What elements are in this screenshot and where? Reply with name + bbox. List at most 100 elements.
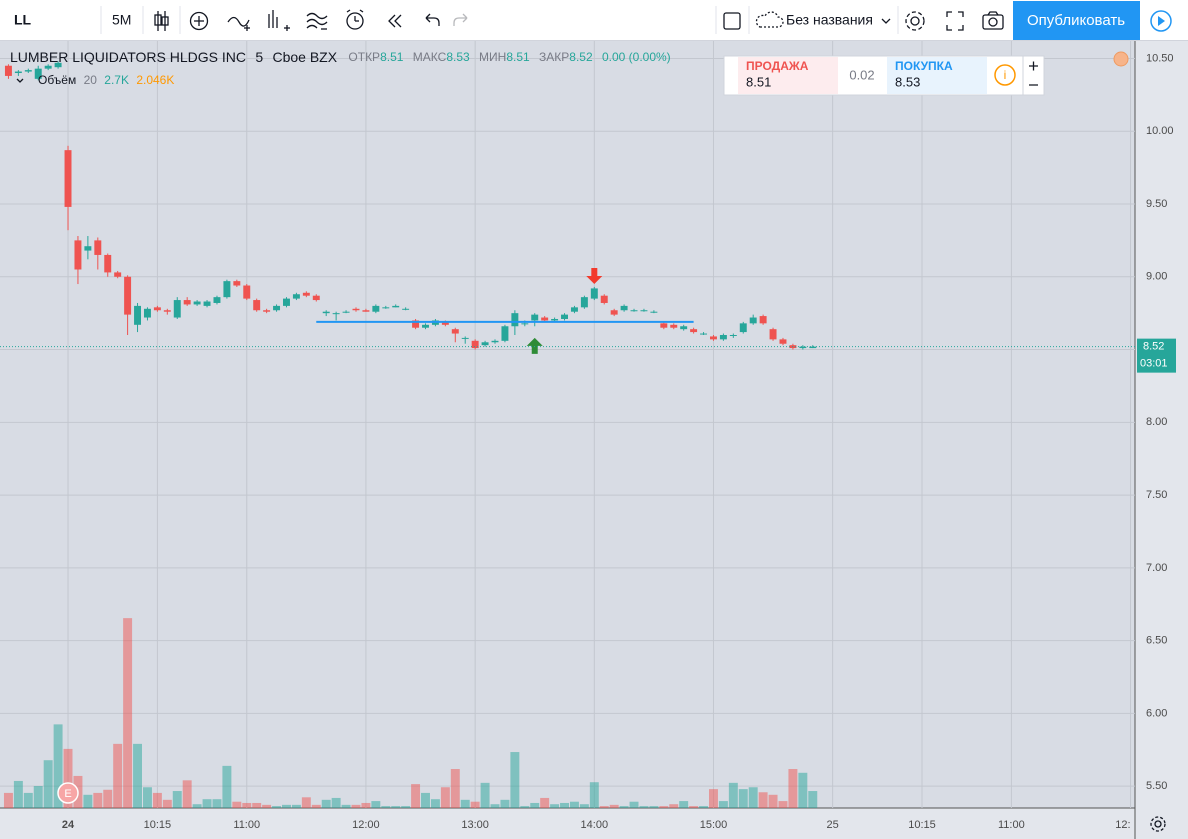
- interval-button[interactable]: 5М: [112, 12, 131, 28]
- earnings-marker[interactable]: [57, 782, 79, 804]
- layout-button[interactable]: [723, 12, 741, 30]
- candle-body: [481, 342, 489, 346]
- candle-body: [561, 314, 568, 319]
- layout-menu[interactable]: [881, 18, 891, 24]
- layout-name[interactable]: Без названия: [786, 12, 873, 28]
- candle-body: [799, 346, 807, 349]
- candle-body: [640, 310, 648, 312]
- volume-bar: [331, 797, 341, 808]
- volume-value: 2.7K: [104, 73, 129, 87]
- strategy-button[interactable]: [306, 12, 328, 30]
- volume-bar: [192, 804, 202, 808]
- volume-bar: [311, 804, 321, 808]
- volume-bar: [43, 760, 53, 808]
- candle-body: [332, 313, 340, 315]
- candle-body: [223, 281, 231, 298]
- volume-bar: [162, 799, 172, 808]
- volume-bar: [103, 789, 113, 808]
- x-tick-label: 11:00: [998, 819, 1025, 831]
- candle-body: [402, 308, 410, 310]
- volume-bar: [550, 804, 560, 808]
- indicators-button[interactable]: [227, 16, 250, 32]
- fullscreen-button[interactable]: [946, 11, 964, 31]
- publish-label[interactable]: Опубликовать: [1027, 12, 1125, 29]
- candle-body: [124, 276, 132, 315]
- volume-bar: [500, 799, 510, 808]
- alert-marker[interactable]: [1113, 51, 1129, 67]
- y-tick-label: 7.00: [1146, 562, 1167, 574]
- candle-body: [4, 65, 12, 76]
- candle-body: [292, 294, 300, 299]
- qty-buttons[interactable]: [1029, 61, 1038, 86]
- candle-body: [461, 337, 469, 339]
- volume-bar: [520, 806, 530, 808]
- buy-button[interactable]: [887, 57, 987, 94]
- legend-interval: 5: [255, 49, 263, 65]
- candle-body: [352, 308, 360, 311]
- buy-price[interactable]: 8.53: [895, 74, 920, 89]
- volume-bar: [758, 792, 768, 808]
- candle-body: [213, 297, 221, 303]
- collapse-toggle[interactable]: [16, 78, 24, 83]
- alert-button[interactable]: [346, 9, 364, 30]
- replay-button[interactable]: [388, 14, 402, 28]
- publish-button[interactable]: [1013, 1, 1140, 40]
- undo-button[interactable]: [425, 13, 440, 26]
- candle-body: [153, 307, 161, 311]
- y-tick-label: 10.00: [1146, 125, 1174, 137]
- candle-body: [541, 317, 549, 321]
- volume-bar: [252, 802, 262, 808]
- volume-label: Объём: [38, 73, 76, 87]
- volume-bar: [748, 787, 758, 808]
- volume-bar: [609, 804, 619, 808]
- y-tick-label: 9.00: [1146, 271, 1167, 283]
- volume-bar: [480, 782, 490, 808]
- trade-widget: ПРОДАЖА 8.51 0.02 ПОКУПКА 8.53 i: [723, 55, 1045, 96]
- candle-body: [14, 71, 22, 74]
- candle-body: [709, 336, 717, 340]
- candle-body: [64, 150, 72, 207]
- candle-body: [809, 346, 817, 349]
- volume-bar: [63, 748, 73, 808]
- high-value: 8.53: [446, 50, 470, 64]
- chart-type-button[interactable]: [154, 11, 169, 31]
- buy-label[interactable]: ПОКУПКА: [895, 59, 953, 73]
- earnings-label[interactable]: E: [64, 788, 71, 800]
- info-button[interactable]: [994, 64, 1016, 86]
- candle-body: [203, 301, 211, 306]
- close-label: ЗАКР: [539, 50, 569, 64]
- volume-bar: [341, 804, 351, 808]
- axis-settings[interactable]: [1150, 816, 1166, 832]
- volume-bar: [699, 806, 709, 808]
- x-tick-label: 24: [62, 819, 75, 831]
- candle-body: [382, 307, 390, 309]
- volume-bar: [401, 806, 411, 808]
- candle-body: [769, 329, 777, 340]
- candle-body: [183, 300, 191, 305]
- volume-bar: [778, 801, 788, 808]
- candle-body: [551, 318, 559, 321]
- settings-button[interactable]: [905, 11, 925, 31]
- volume-bar: [123, 618, 133, 808]
- candle-body: [392, 305, 400, 308]
- candle-body: [590, 288, 598, 299]
- redo-button[interactable]: [453, 13, 468, 26]
- bar-countdown: 03:01: [1140, 358, 1168, 370]
- snapshot-button[interactable]: [982, 11, 1004, 30]
- close-value: 8.52: [569, 50, 593, 64]
- symbol-button[interactable]: LL: [14, 12, 32, 28]
- volume-bar: [133, 743, 142, 808]
- trade-panel-button[interactable]: [1150, 10, 1172, 32]
- sell-button[interactable]: [738, 57, 838, 94]
- volume-bar: [202, 799, 212, 808]
- sell-price[interactable]: 8.51: [746, 74, 771, 89]
- last-price-label: 8.52: [1143, 341, 1164, 353]
- templates-button[interactable]: [268, 10, 290, 31]
- candle-body: [74, 240, 82, 270]
- candle-body: [471, 340, 479, 349]
- candle-body: [650, 311, 658, 313]
- sell-label[interactable]: ПРОДАЖА: [746, 59, 809, 73]
- candle-body: [600, 295, 608, 303]
- compare-button[interactable]: [189, 11, 209, 31]
- candle-body: [700, 333, 708, 335]
